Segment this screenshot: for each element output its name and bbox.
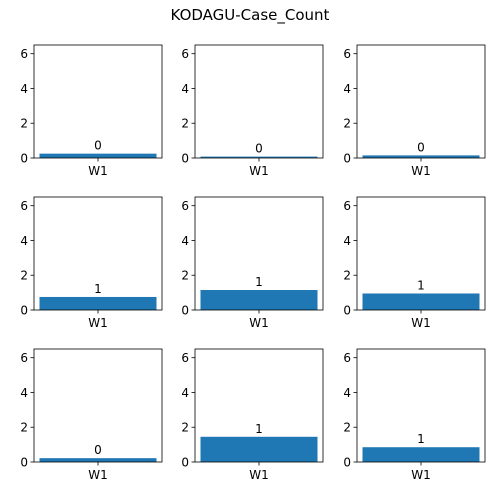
y-tick-label: 4 — [181, 386, 189, 400]
y-tick-label: 2 — [181, 269, 189, 283]
y-tick-label: 4 — [20, 386, 28, 400]
x-tick-label: W1 — [411, 164, 431, 178]
y-tick-label: 2 — [20, 269, 28, 283]
data-label: 0 — [94, 443, 102, 457]
bar — [39, 458, 157, 462]
y-tick-label: 0 — [181, 456, 189, 470]
x-tick-label: W1 — [88, 164, 108, 178]
data-label: 1 — [255, 422, 263, 436]
y-tick-label: 2 — [20, 421, 28, 435]
y-tick-label: 6 — [20, 47, 28, 61]
y-tick-label: 4 — [343, 234, 351, 248]
subplot-6: 1 0 2 4 6 W1 — [343, 196, 486, 330]
data-label: 1 — [417, 432, 425, 446]
y-tick-label: 6 — [343, 199, 351, 213]
bar — [200, 156, 318, 158]
subplot-3: 0 0 2 4 6 W1 — [343, 44, 486, 178]
figure-title: KODAGU-Case_Count — [170, 6, 330, 24]
y-tick-label: 2 — [343, 269, 351, 283]
data-label: 1 — [255, 275, 263, 289]
subplot-7: 0 0 2 4 6 W1 — [20, 348, 163, 482]
bar — [39, 153, 157, 158]
y-tick-label: 6 — [20, 351, 28, 365]
bar — [362, 155, 480, 158]
y-tick-label: 6 — [181, 47, 189, 61]
data-label: 0 — [255, 142, 263, 156]
subplot-2: 0 0 2 4 6 W1 — [181, 44, 324, 178]
y-tick-label: 2 — [181, 421, 189, 435]
data-label: 1 — [417, 278, 425, 292]
y-tick-label: 4 — [20, 234, 28, 248]
y-tick-label: 0 — [343, 152, 351, 166]
y-tick-label: 6 — [181, 351, 189, 365]
y-tick-label: 2 — [181, 117, 189, 131]
x-tick-label: W1 — [88, 468, 108, 482]
y-tick-label: 0 — [20, 152, 28, 166]
data-label: 0 — [94, 139, 102, 153]
data-label: 0 — [417, 140, 425, 154]
data-label: 1 — [94, 282, 102, 296]
x-tick-label: W1 — [88, 316, 108, 330]
y-tick-label: 6 — [20, 199, 28, 213]
y-tick-label: 2 — [343, 421, 351, 435]
y-tick-label: 4 — [20, 82, 28, 96]
axes-frame — [356, 196, 486, 311]
y-tick-label: 4 — [181, 82, 189, 96]
y-tick-label: 6 — [181, 199, 189, 213]
y-tick-label: 4 — [181, 234, 189, 248]
subplot-9: 1 0 2 4 6 W1 — [343, 348, 486, 482]
subplot-5: 1 0 2 4 6 W1 — [181, 196, 324, 330]
y-tick-label: 4 — [343, 82, 351, 96]
bar — [200, 436, 318, 462]
bar — [362, 447, 480, 462]
bar — [200, 290, 318, 310]
y-tick-label: 0 — [181, 304, 189, 318]
y-tick-label: 0 — [343, 304, 351, 318]
y-tick-label: 4 — [343, 386, 351, 400]
subplot-8: 1 0 2 4 6 W1 — [181, 348, 324, 482]
x-tick-label: W1 — [249, 316, 269, 330]
y-tick-label: 2 — [343, 117, 351, 131]
y-tick-label: 6 — [343, 47, 351, 61]
y-tick-label: 0 — [343, 456, 351, 470]
y-tick-label: 0 — [20, 304, 28, 318]
x-tick-label: W1 — [411, 468, 431, 482]
y-tick-label: 2 — [20, 117, 28, 131]
bar — [39, 296, 157, 310]
x-tick-label: W1 — [249, 164, 269, 178]
x-tick-label: W1 — [249, 468, 269, 482]
subplot-1: 0 0 2 4 6 W1 — [20, 44, 163, 178]
subplot-4: 1 0 2 4 6 W1 — [20, 196, 163, 330]
y-tick-label: 0 — [20, 456, 28, 470]
x-tick-label: W1 — [411, 316, 431, 330]
y-tick-label: 6 — [343, 351, 351, 365]
bar — [362, 293, 480, 310]
y-tick-label: 0 — [181, 152, 189, 166]
